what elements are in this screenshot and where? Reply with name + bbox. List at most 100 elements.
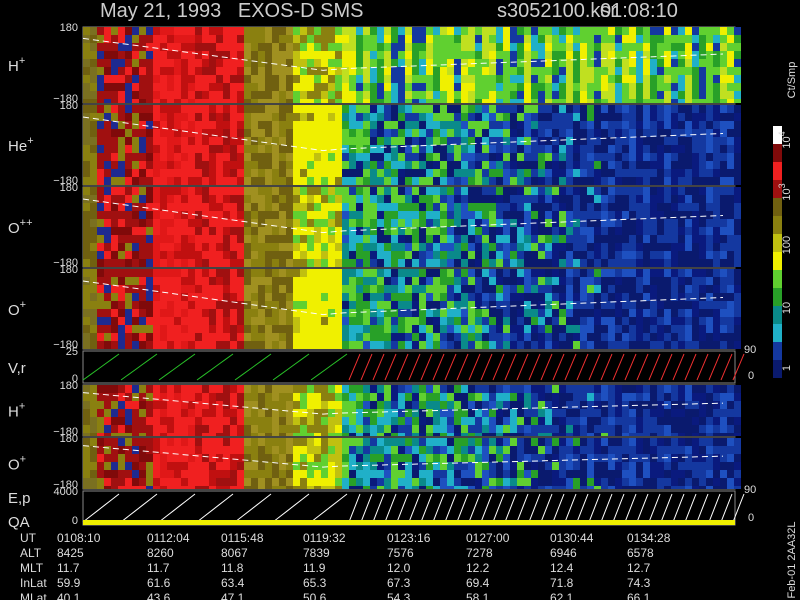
spectrogram-cell	[314, 393, 321, 401]
spectrogram-cell	[307, 137, 314, 145]
spectrogram-cell	[314, 137, 321, 145]
spectrogram-cell	[139, 251, 146, 259]
spectrogram-cell	[167, 177, 174, 185]
spectrogram-cell	[258, 203, 265, 211]
spectrogram-cell	[559, 27, 566, 35]
spectrogram-cell	[517, 91, 524, 99]
spectrogram-cell	[97, 251, 104, 259]
spectrogram-cell	[566, 285, 573, 293]
spectrogram-cell	[167, 83, 174, 91]
spectrogram-cell	[118, 470, 125, 478]
spectrogram-cell	[713, 27, 720, 35]
spectrogram-cell	[230, 43, 237, 51]
spectrogram-cell	[125, 51, 132, 59]
spectrogram-cell	[601, 277, 608, 285]
spectrogram-cell	[265, 251, 272, 259]
spectrogram-cell	[153, 269, 160, 277]
spectrogram-cell	[545, 385, 552, 393]
spectrogram-cell	[265, 129, 272, 137]
spectrogram-cell	[286, 251, 293, 259]
spectrogram-cell	[706, 59, 713, 67]
spectrogram-cell	[132, 203, 139, 211]
spectrogram-cell	[510, 433, 517, 436]
spectrogram-cell	[461, 486, 468, 489]
spectrogram-cell	[461, 145, 468, 153]
spectrogram-cell	[468, 486, 475, 489]
spectrogram-cell	[685, 27, 692, 35]
spectrogram-cell	[195, 153, 202, 161]
spectrogram-cell	[118, 301, 125, 309]
spectrogram-cell	[650, 203, 657, 211]
spectrogram-cell	[160, 401, 167, 409]
spectrogram-cell	[223, 235, 230, 243]
spectrogram-cell	[90, 91, 97, 99]
spectrogram-cell	[636, 409, 643, 417]
spectrogram-cell	[153, 333, 160, 341]
spectrogram-cell	[657, 67, 664, 75]
spectrogram-cell	[664, 145, 671, 153]
spectrogram-cell	[167, 341, 174, 349]
spectrogram-cell	[678, 195, 685, 203]
spectrogram-cell	[307, 325, 314, 333]
spectrogram-cell	[188, 137, 195, 145]
spectrogram-cell	[181, 401, 188, 409]
spectrogram-cell	[279, 259, 286, 267]
spectrogram-cell	[160, 259, 167, 267]
spectrogram-cell	[489, 417, 496, 425]
spectrogram-cell	[622, 393, 629, 401]
spectrogram-cell	[734, 99, 741, 103]
spectrogram-cell	[118, 27, 125, 35]
spectrogram-cell	[587, 285, 594, 293]
spectrogram-cell	[496, 235, 503, 243]
spectrogram-cell	[258, 409, 265, 417]
spectrogram-cell	[216, 325, 223, 333]
spectrogram-cell	[482, 486, 489, 489]
spectrogram-cell	[153, 91, 160, 99]
spectrogram-cell	[538, 153, 545, 161]
spectrogram-cell	[517, 105, 524, 113]
spectrogram-cell	[153, 462, 160, 470]
spectrogram-cell	[125, 35, 132, 43]
spectrogram-cell	[391, 177, 398, 185]
spectrogram-cell	[622, 293, 629, 301]
spectrogram-cell	[566, 195, 573, 203]
spectrogram-cell	[552, 99, 559, 103]
spectrogram-cell	[706, 113, 713, 121]
spectrogram-cell	[321, 219, 328, 227]
spectrogram-cell	[167, 243, 174, 251]
spectrogram-cell	[657, 219, 664, 227]
spectrogram-cell	[335, 169, 342, 177]
spectrogram-cell	[377, 187, 384, 195]
spectrogram-cell	[314, 153, 321, 161]
spectrogram-cell	[573, 341, 580, 349]
spectrogram-cell	[496, 385, 503, 393]
spectrogram-cell	[412, 333, 419, 341]
spectrogram-cell	[188, 454, 195, 462]
spectrogram-cell	[342, 91, 349, 99]
spectrogram-cell	[433, 195, 440, 203]
spectrogram-cell	[265, 341, 272, 349]
spectrogram-cell	[279, 446, 286, 454]
spectrogram-cell	[405, 425, 412, 433]
spectrogram-cell	[433, 211, 440, 219]
spectrogram-cell	[118, 113, 125, 121]
spectrogram-cell	[104, 169, 111, 177]
spectrogram-cell	[384, 195, 391, 203]
spectrogram-cell	[335, 385, 342, 393]
spectrogram-cell	[230, 227, 237, 235]
spectrogram-cell	[727, 251, 734, 259]
spectrogram-cell	[510, 309, 517, 317]
spectrogram-cell	[440, 470, 447, 478]
spectrogram-cell	[412, 325, 419, 333]
spectrogram-cell	[538, 195, 545, 203]
spectrogram-cell	[286, 409, 293, 417]
spectrogram-cell	[650, 301, 657, 309]
spectrogram-cell	[139, 99, 146, 103]
spectrogram-cell	[153, 417, 160, 425]
spectrogram-cell	[258, 235, 265, 243]
spectrogram-cell	[734, 35, 741, 43]
spectrogram-cell	[160, 454, 167, 462]
spectrogram-cell	[622, 169, 629, 177]
spectrogram-cell	[664, 187, 671, 195]
spectrogram-cell	[321, 137, 328, 145]
